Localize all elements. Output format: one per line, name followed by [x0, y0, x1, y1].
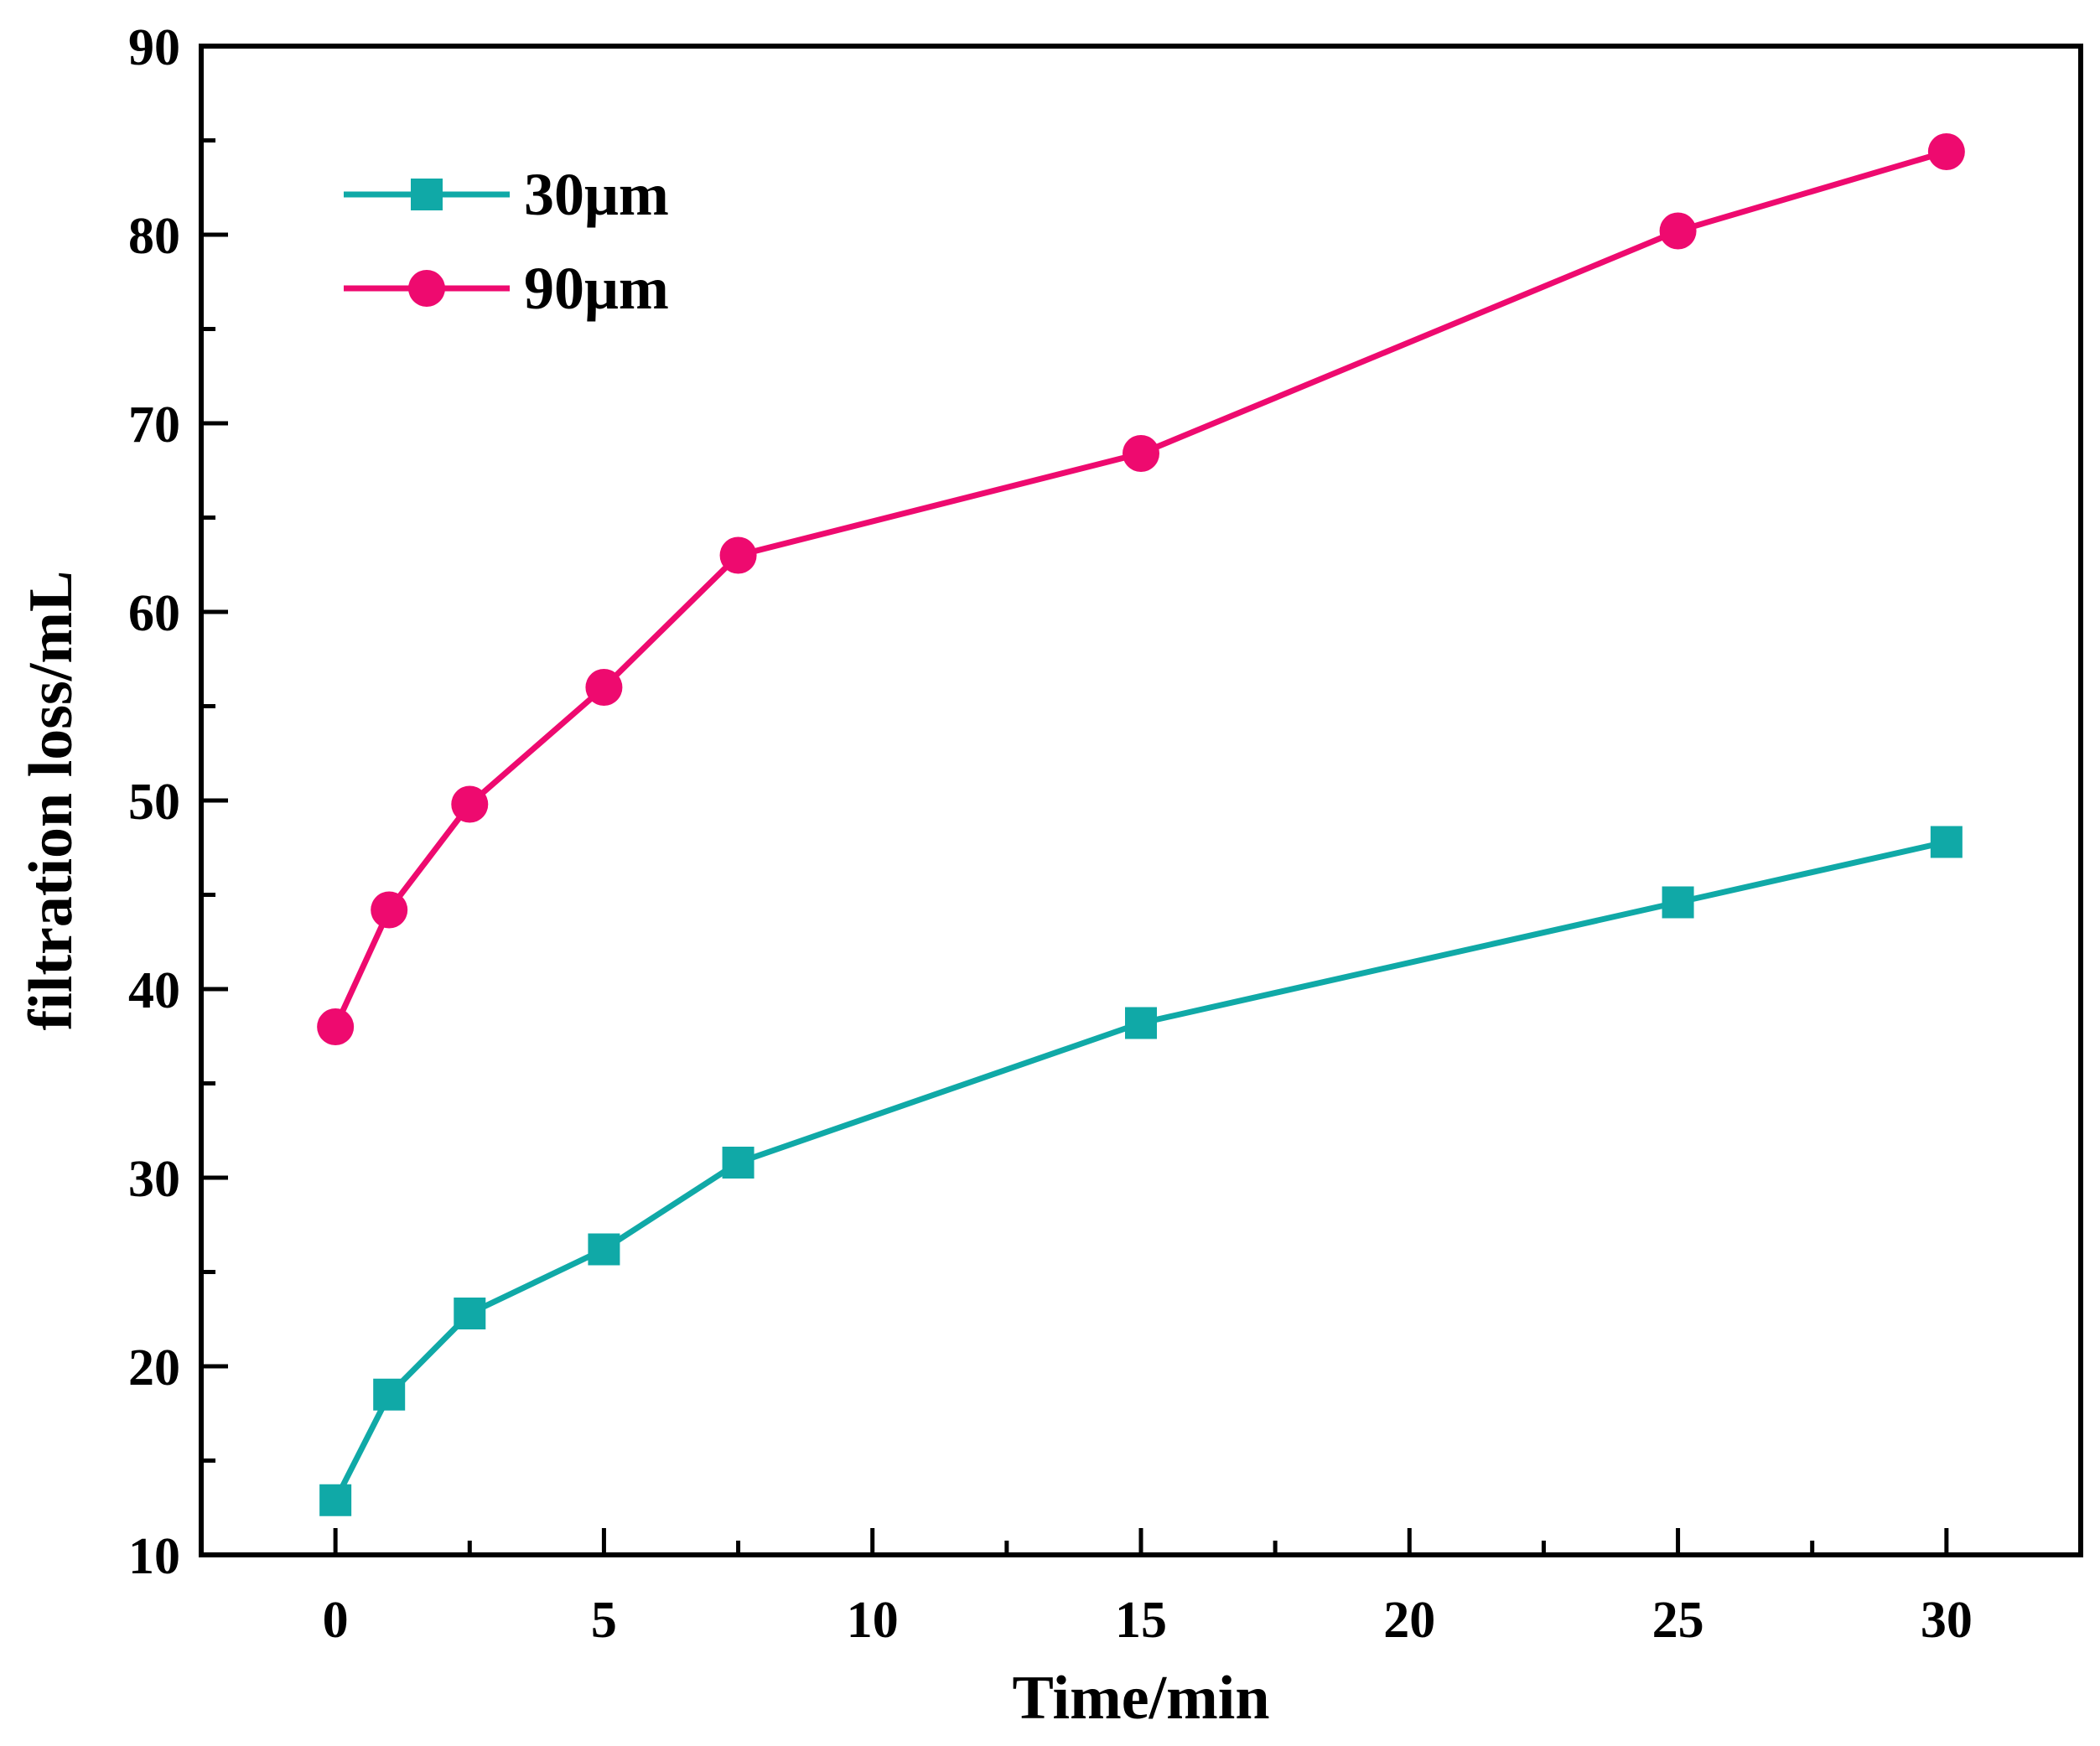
y-tick-label: 60 [128, 585, 180, 642]
data-point [1662, 886, 1694, 919]
y-tick-label: 80 [128, 208, 180, 265]
data-point [1125, 1007, 1157, 1039]
y-tick-label: 90 [128, 19, 180, 76]
x-axis-title: Time/min [1013, 1664, 1270, 1733]
y-tick-label: 50 [128, 774, 180, 831]
data-point [454, 1298, 486, 1329]
y-tick-label: 20 [128, 1339, 180, 1396]
data-point [373, 1378, 406, 1411]
data-point [1930, 826, 1963, 858]
legend: 30μm 90μm [344, 161, 669, 322]
x-tick-label: 15 [1115, 1592, 1167, 1649]
labels-layer: 0 5 10 15 20 25 30 10 20 30 40 50 60 70 80 90 [128, 19, 1973, 1649]
data-point [719, 536, 757, 574]
data-point [451, 785, 489, 823]
plot-frame [199, 44, 2083, 1557]
data-point [588, 1233, 620, 1266]
data-point [317, 1008, 355, 1045]
legend-marker [408, 270, 445, 307]
y-tick-label: 30 [128, 1151, 180, 1208]
y-tick-label: 70 [128, 396, 180, 453]
x-tick-label: 10 [847, 1592, 899, 1649]
y-tick-label: 10 [128, 1528, 180, 1585]
y-axis-title: filtration loss/mL [17, 571, 86, 1031]
x-tick-label: 5 [591, 1592, 617, 1649]
series-line-0 [333, 839, 1947, 1502]
x-tick-label: 20 [1383, 1592, 1435, 1649]
legend-label: 90μm [524, 255, 669, 322]
data-point [722, 1147, 754, 1179]
data-point [319, 1484, 352, 1516]
legend-label: 30μm [524, 161, 669, 228]
data-point [585, 669, 623, 706]
data-point [1927, 133, 1965, 170]
series-layer [317, 133, 1965, 1516]
y-tick-label: 40 [128, 962, 180, 1019]
series-line-1 [332, 148, 1947, 1028]
data-point [371, 891, 408, 929]
x-tick-label: 25 [1652, 1592, 1704, 1649]
legend-marker [411, 179, 443, 210]
data-point [1123, 435, 1159, 472]
x-tick-label: 0 [323, 1592, 349, 1649]
x-tick-label: 30 [1921, 1592, 1973, 1649]
data-point [1659, 212, 1697, 250]
